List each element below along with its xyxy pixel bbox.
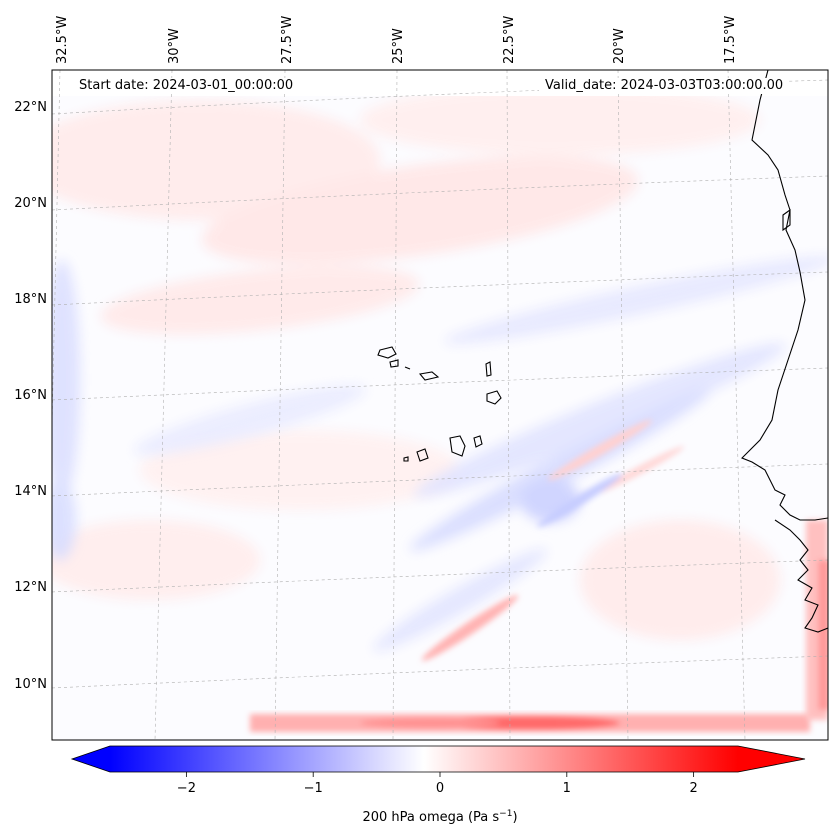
lat-label: 22°N	[14, 100, 47, 115]
lat-label: 16°N	[14, 388, 47, 403]
colorbar-ticks: −2 −1 0 1 2	[177, 772, 698, 796]
lon-label: 17.5°W	[723, 16, 738, 64]
lat-label: 14°N	[14, 484, 47, 499]
coastline	[377, 70, 828, 633]
colorbar: −2 −1 0 1 2 200 hPa omega (Pa s−1)	[70, 745, 806, 825]
colorbar-tick-label: 0	[436, 781, 444, 796]
lon-label: 32.5°W	[55, 16, 70, 64]
lat-label: 10°N	[14, 677, 47, 692]
colorbar-tick-label: −2	[177, 781, 196, 796]
gridlines	[52, 70, 828, 740]
lon-label: 27.5°W	[280, 16, 295, 64]
colorbar-tick-label: 2	[689, 781, 697, 796]
colorbar-gradient	[110, 746, 738, 772]
lat-label: 12°N	[14, 580, 47, 595]
colorbar-tick-label: −1	[304, 781, 323, 796]
colorbar-title: 200 hPa omega (Pa s−1)	[362, 809, 517, 825]
latitude-labels: 22°N 20°N 18°N 16°N 14°N 12°N 10°N	[14, 100, 47, 692]
start-date-label: Start date: 2024-03-01_00:00:00	[73, 78, 300, 94]
lat-label: 20°N	[14, 196, 47, 211]
colorbar-tick-label: 1	[563, 781, 571, 796]
lon-label: 22.5°W	[502, 16, 517, 64]
lon-label: 20°W	[612, 28, 627, 64]
longitude-labels: 32.5°W 30°W 27.5°W 25°W 22.5°W 20°W 17.5…	[55, 16, 738, 64]
lat-label: 18°N	[14, 292, 47, 307]
valid-date-label: Valid_date: 2024-03-03T03:00:00.00	[539, 78, 790, 94]
colorbar-extend-low	[72, 746, 110, 772]
map-frame	[51, 69, 829, 741]
lon-label: 30°W	[167, 28, 182, 64]
island-santo-antao	[377, 346, 397, 359]
omega-field	[52, 70, 828, 740]
lon-label: 25°W	[391, 28, 406, 64]
colorbar-extend-high	[738, 746, 805, 772]
colorbar-outline	[70, 745, 806, 773]
